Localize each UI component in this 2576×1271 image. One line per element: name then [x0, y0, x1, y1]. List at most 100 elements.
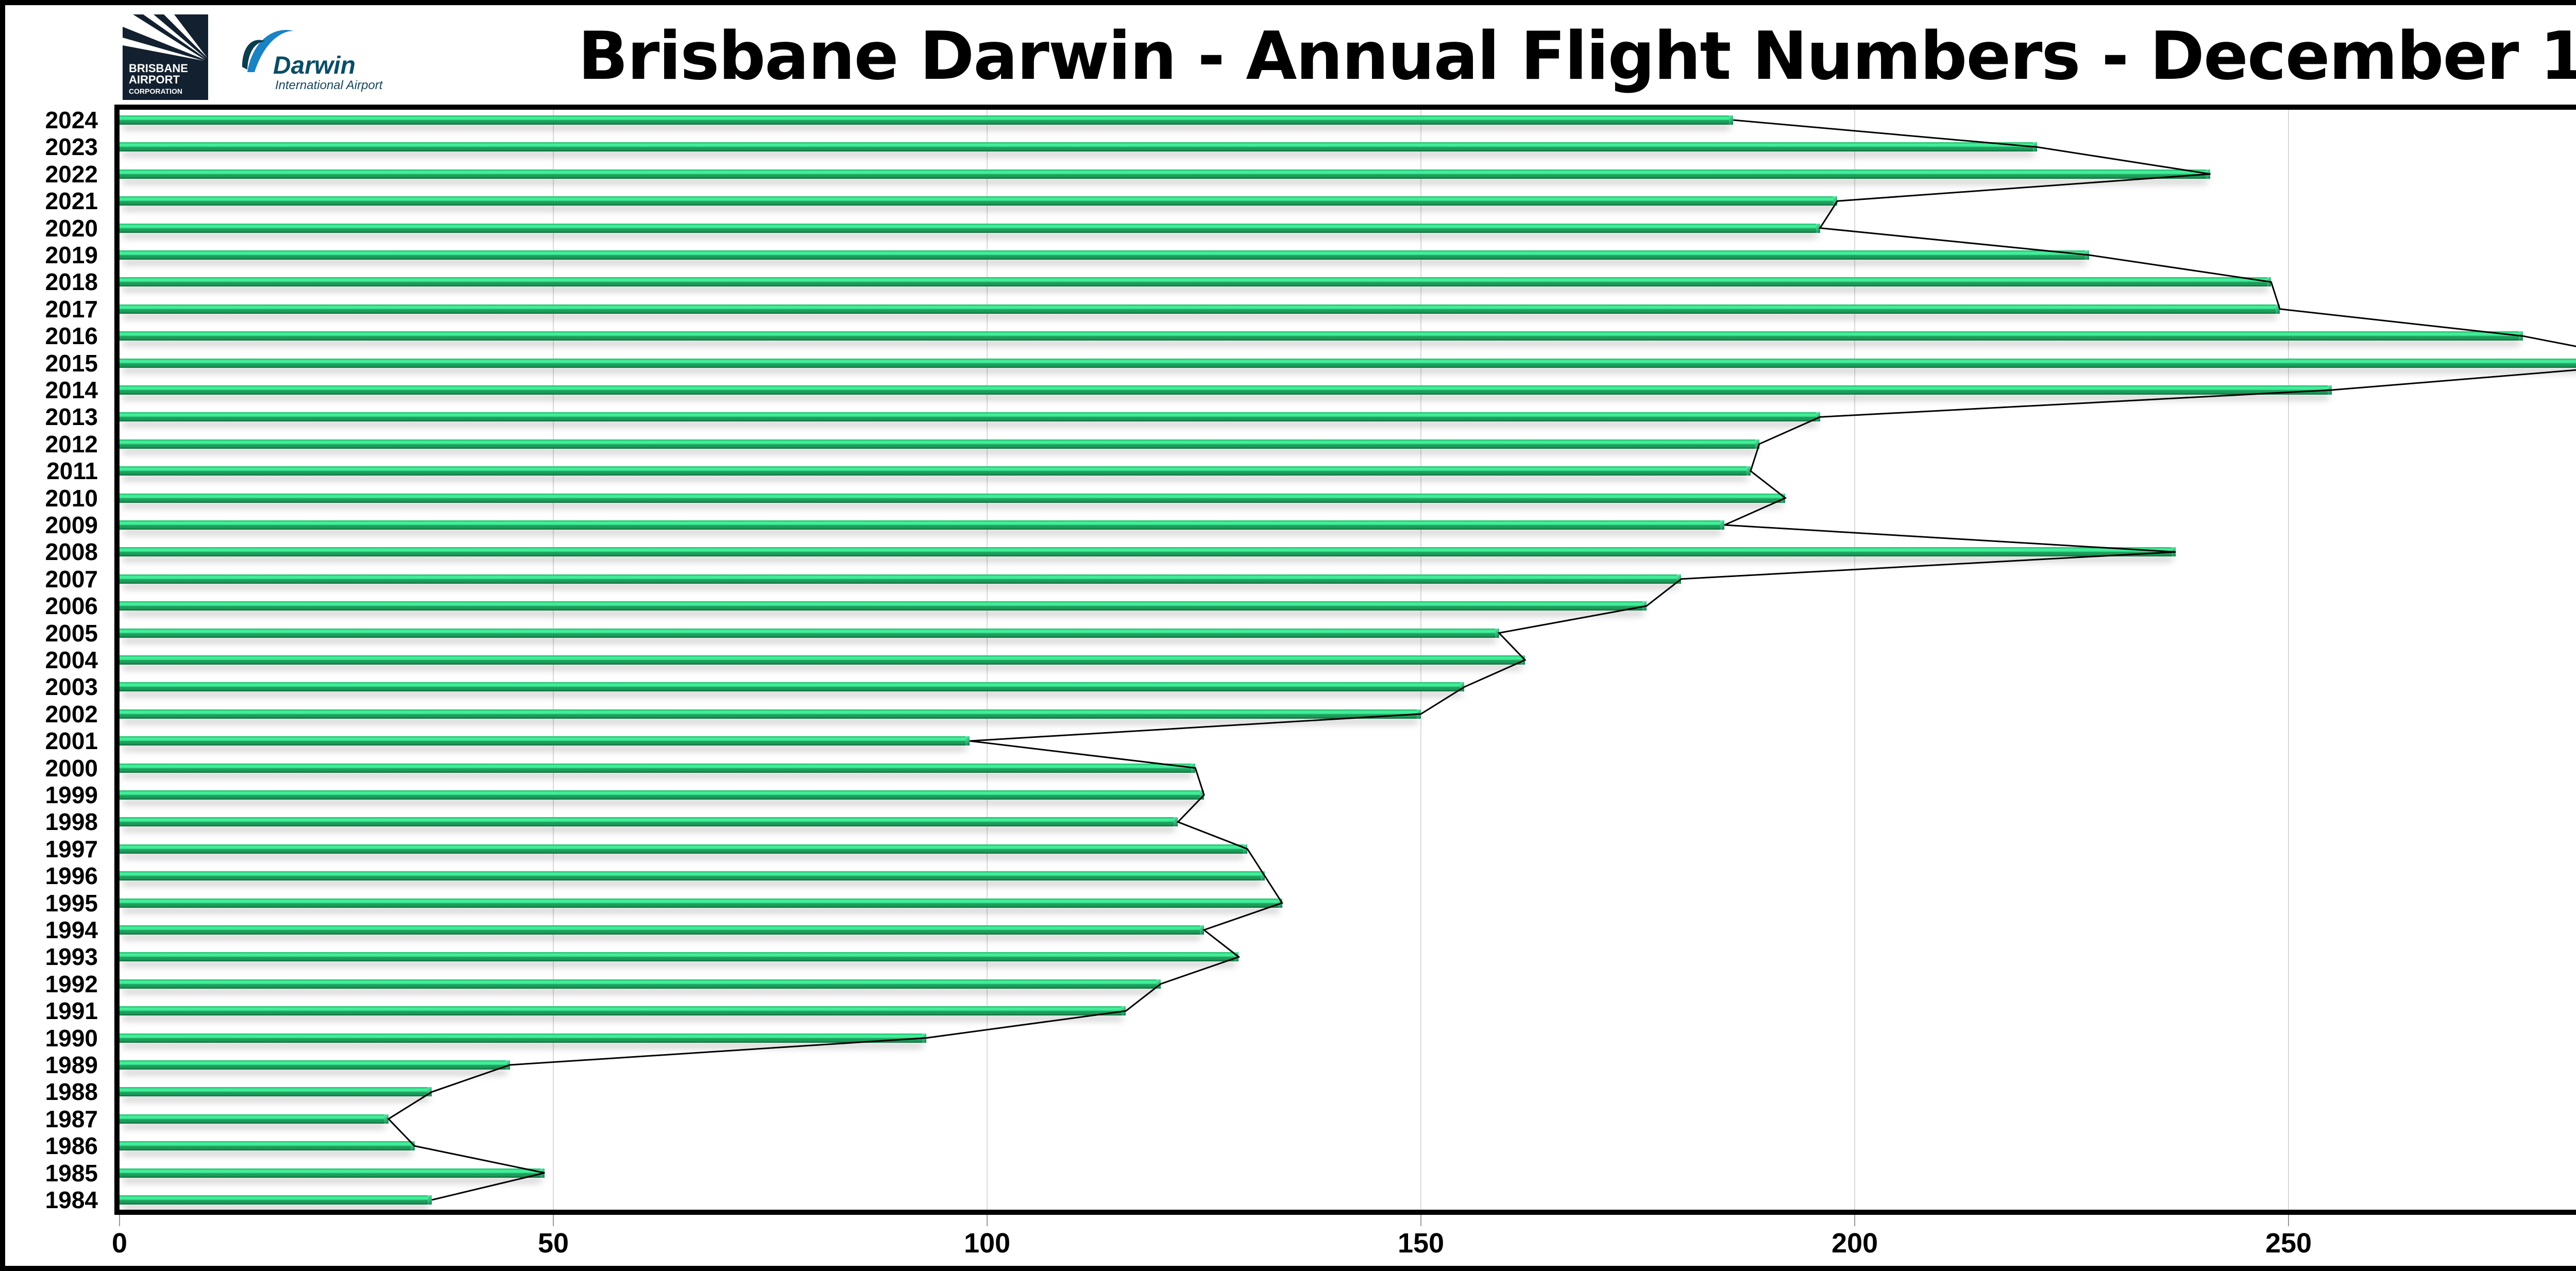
y-tick-label: 1997	[45, 835, 98, 862]
bar-2006	[120, 601, 1647, 611]
bar-2007	[120, 574, 1682, 584]
y-tick-label: 2002	[45, 700, 98, 727]
bar-1997	[120, 844, 1248, 854]
darwin-logo-name: Darwin	[273, 52, 356, 79]
y-tick-label: 2009	[45, 512, 98, 538]
bar-2023	[120, 142, 2037, 152]
bar-2022	[120, 169, 2211, 179]
y-tick-label: 1998	[45, 808, 98, 836]
bar-1994	[120, 925, 1204, 935]
y-tick-label: 1995	[45, 889, 98, 917]
brisbane-logo-line1: BRISBANE	[129, 62, 188, 75]
bar-2018	[120, 277, 2272, 287]
bar-1992	[120, 979, 1161, 989]
x-tick-mark	[1420, 1215, 1421, 1226]
bar-2001	[120, 736, 970, 746]
bar-1986	[120, 1141, 415, 1151]
bar-1993	[120, 952, 1239, 962]
sunburst-icon	[123, 14, 207, 61]
y-tick-label: 2012	[45, 430, 98, 457]
bar-2009	[120, 520, 1725, 530]
y-tick-label: 1989	[45, 1052, 98, 1078]
brisbane-airport-logo: BRISBANE AIRPORT CORPORATION	[123, 14, 208, 100]
bar-1991	[120, 1006, 1126, 1016]
bar-2011	[120, 466, 1751, 476]
darwin-logo-subtitle: International Airport	[275, 78, 383, 92]
bar-2010	[120, 493, 1786, 503]
gridline	[2288, 110, 2289, 1210]
bar-2012	[120, 439, 1759, 449]
bar-2014	[120, 385, 2332, 395]
x-tick-label: 100	[963, 1228, 1011, 1259]
y-tick-label: 2020	[45, 214, 98, 242]
bar-2005	[120, 628, 1499, 638]
y-tick-label: 1985	[45, 1159, 98, 1187]
y-tick-label: 2008	[45, 538, 98, 566]
y-tick-label: 1991	[45, 997, 98, 1025]
bar-1996	[120, 871, 1265, 881]
y-tick-label: 1986	[45, 1132, 98, 1160]
y-tick-label: 2019	[45, 242, 98, 268]
y-tick-label: 2021	[45, 188, 98, 215]
bar-1987	[120, 1114, 389, 1124]
x-tick-mark	[2288, 1215, 2289, 1226]
y-tick-label: 2023	[45, 133, 98, 161]
brisbane-logo-text: BRISBANE AIRPORT CORPORATION	[129, 63, 188, 97]
y-tick-label: 2004	[45, 647, 98, 673]
y-tick-label: 2010	[45, 484, 98, 512]
bar-2021	[120, 196, 1838, 206]
bar-2016	[120, 331, 2523, 341]
bar-2024	[120, 115, 1734, 125]
bar-1989	[120, 1060, 510, 1070]
brisbane-logo-line3: CORPORATION	[129, 87, 182, 95]
y-tick-label: 2005	[45, 619, 98, 647]
x-tick-label: 0	[111, 1228, 128, 1259]
darwin-swoosh-icon	[242, 30, 294, 72]
y-tick-label: 1987	[45, 1105, 98, 1132]
bar-2002	[120, 709, 1421, 719]
bar-2004	[120, 655, 1526, 665]
x-tick-mark	[553, 1215, 554, 1226]
bar-1984	[120, 1195, 432, 1205]
x-tick-label: 150	[1397, 1228, 1445, 1259]
y-tick-label: 1993	[45, 943, 98, 971]
x-tick-mark	[987, 1215, 988, 1226]
y-tick-label: 1994	[45, 917, 98, 943]
y-tick-label: 2022	[45, 160, 98, 188]
y-tick-label: 2007	[45, 565, 98, 592]
y-tick-label: 1984	[45, 1187, 98, 1213]
y-tick-label: 1988	[45, 1078, 98, 1106]
x-tick-label: 250	[2265, 1228, 2312, 1259]
gridline	[1854, 110, 1855, 1210]
y-tick-label: 2015	[45, 349, 98, 377]
bar-1988	[120, 1087, 432, 1097]
x-tick-mark	[1854, 1215, 1855, 1226]
y-tick-label: 2001	[45, 727, 98, 755]
bar-2000	[120, 763, 1196, 773]
y-tick-label: 1992	[45, 970, 98, 997]
y-tick-label: 2003	[45, 673, 98, 701]
bar-2017	[120, 304, 2280, 314]
bar-1995	[120, 898, 1282, 908]
y-tick-label: 1990	[45, 1024, 98, 1052]
bar-2019	[120, 250, 2089, 260]
bar-1998	[120, 817, 1178, 827]
bar-2020	[120, 223, 1820, 233]
y-tick-label: 2011	[46, 457, 98, 485]
y-tick-label: 2006	[45, 592, 98, 620]
x-tick-label: 50	[537, 1228, 569, 1259]
y-tick-label: 2024	[45, 107, 98, 133]
bar-2015	[120, 358, 2576, 368]
y-tick-label: 1996	[45, 862, 98, 890]
x-tick-label: 200	[1831, 1228, 1878, 1259]
x-tick-mark	[119, 1215, 120, 1226]
y-tick-label: 2014	[45, 377, 98, 403]
bar-2013	[120, 412, 1820, 422]
y-tick-label: 2017	[45, 295, 98, 323]
y-tick-label: 2018	[45, 268, 98, 296]
bar-1985	[120, 1168, 545, 1178]
y-tick-label: 2000	[45, 754, 98, 782]
y-tick-label: 2016	[45, 323, 98, 350]
bar-2008	[120, 547, 2176, 557]
chart-title: Brisbane Darwin - Annual Flight Numbers …	[578, 18, 2576, 95]
